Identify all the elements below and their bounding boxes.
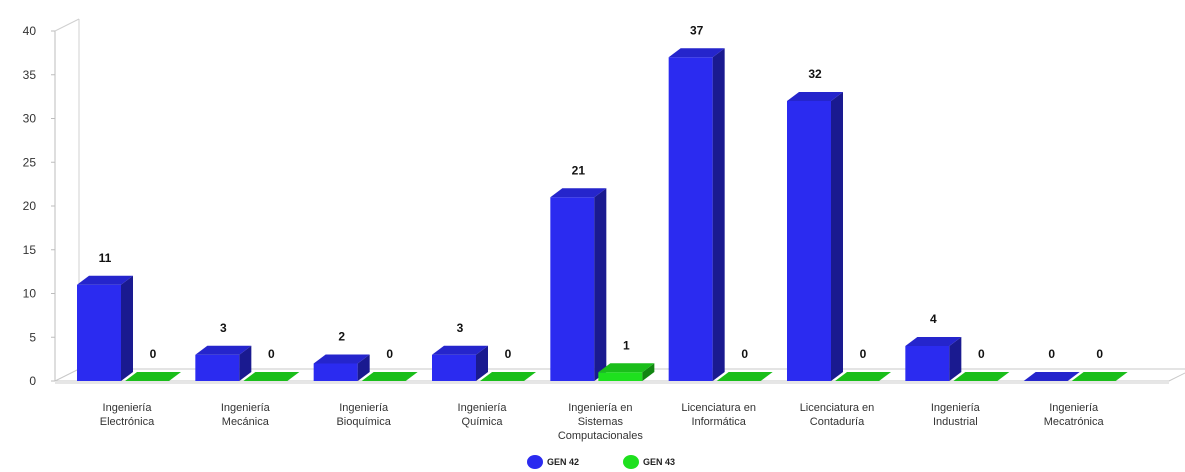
legend-marker [623, 455, 639, 469]
data-label: 32 [808, 67, 822, 81]
x-category-label-line: Ingeniería [221, 402, 271, 414]
y-tick-label: 30 [23, 112, 37, 126]
y-tick-label: 5 [29, 330, 36, 344]
bar-gen-42-front [77, 284, 121, 381]
bar-gen-43-top [598, 363, 655, 373]
x-category-label-line: Mecánica [222, 416, 270, 428]
data-label: 3 [457, 321, 464, 335]
bar-gen-42-top [550, 188, 607, 198]
bar-gen-43-top [953, 372, 1010, 381]
bar-gen-43-top [1071, 372, 1128, 381]
bar-gen-43-side [642, 363, 655, 381]
x-category-label-line: Industrial [933, 416, 978, 428]
bar-gen-43-top [125, 372, 181, 381]
x-category-label: Licenciatura en Contaduría [800, 402, 875, 428]
x-category-label-line: Ingeniería [1049, 402, 1099, 414]
data-label: 4 [930, 312, 937, 326]
y-tick-label: 15 [23, 243, 37, 257]
x-category-label: Ingeniería Química [458, 402, 508, 428]
legend-label: GEN 43 [643, 457, 675, 467]
bar-gen-43-top [243, 372, 300, 381]
y-tick-label: 35 [23, 68, 37, 82]
data-label: 37 [690, 23, 704, 37]
bar-gen-42-top [787, 92, 843, 101]
bar-gen-42-top [1023, 372, 1080, 381]
bar-gen-42-side [831, 92, 843, 381]
bar-gen-42-side [476, 345, 488, 381]
bar-gen-42-side [357, 354, 370, 381]
bar-gen-42-top [77, 275, 133, 285]
data-label: 0 [150, 347, 157, 361]
bar-gen-42-front [787, 101, 831, 381]
legend-marker [527, 455, 543, 469]
y-tick-label: 10 [23, 287, 37, 301]
x-category-label-line: Licenciatura en [800, 402, 875, 414]
x-category-label: Ingeniería Bioquímica [336, 402, 391, 428]
bar-gen-42-front [668, 57, 713, 381]
data-label: 2 [338, 330, 345, 344]
x-category-label-line: Informática [691, 416, 746, 428]
y-tick-label: 25 [23, 155, 37, 169]
y-tick-label: 40 [23, 24, 37, 38]
x-category-label: Ingeniería Mecánica [221, 402, 271, 428]
data-label: 0 [741, 347, 748, 361]
data-label: 0 [386, 347, 393, 361]
x-category-label-line: Ingeniería [931, 402, 981, 414]
x-category-label: Ingeniería en Sistemas Computacionales [558, 402, 643, 442]
chart-floor-edge [55, 381, 1169, 384]
bar-gen-42-side [949, 337, 962, 381]
bar-gen-42-top [905, 337, 962, 346]
bar-gen-42-front [195, 354, 240, 381]
data-label: 0 [505, 347, 512, 361]
data-label: 0 [268, 347, 275, 361]
x-category-label: Ingeniería Industrial [931, 402, 981, 428]
bar-gen-42-top [432, 345, 488, 355]
x-category-label-line: Sistemas [578, 416, 624, 428]
data-label: 0 [860, 347, 867, 361]
y-tick-label: 20 [23, 199, 37, 213]
y-axis-depth-line [54, 18, 80, 32]
x-category-label-line: Licenciatura en [681, 402, 756, 414]
x-category-label-line: Bioquímica [336, 416, 391, 428]
data-label: 11 [99, 251, 112, 265]
bar-gen-43-top [716, 372, 773, 381]
x-category-label-line: Ingeniería [103, 402, 153, 414]
x-category-label-line: Ingeniería en [568, 402, 632, 414]
bar-gen-42-side [121, 275, 133, 381]
legend-label: GEN 42 [547, 457, 579, 467]
bar-gen-42-side [594, 188, 607, 381]
bar-gen-43-top [835, 372, 891, 381]
x-category-label-line: Mecatrónica [1044, 416, 1105, 428]
bar-gen-42-top [668, 48, 725, 58]
bar-gen-43-top [361, 372, 418, 381]
x-category-label-line: Química [462, 416, 504, 428]
bar-gen-42-top [195, 345, 252, 355]
data-label: 0 [1096, 347, 1103, 361]
x-category-label: Licenciatura en Informática [681, 402, 756, 428]
bar-gen-42-front [432, 354, 476, 381]
x-category-label-line: Ingeniería [339, 402, 389, 414]
x-category-label-line: Contaduría [810, 416, 865, 428]
bar-gen-42-front [905, 346, 950, 381]
data-label: 21 [572, 163, 586, 177]
bar-gen-42-front [550, 197, 595, 381]
x-category-label-line: Electrónica [100, 416, 155, 428]
data-label: 0 [978, 347, 985, 361]
bar-gen-42-side [712, 48, 725, 381]
x-category-label-line: Ingeniería [458, 402, 508, 414]
data-label: 3 [220, 321, 227, 335]
x-category-label: Ingeniería Electrónica [100, 402, 155, 428]
bar-gen-42-front [313, 363, 358, 381]
x-category-label-line: Computacionales [558, 430, 643, 442]
data-label: 1 [623, 338, 630, 352]
x-category-label: Ingeniería Mecatrónica [1044, 402, 1105, 428]
bar-gen-42-side [239, 345, 252, 381]
bar-gen-43-front [598, 372, 643, 381]
y-tick-label: 0 [29, 374, 36, 388]
bar-gen-42-top [313, 354, 370, 364]
bar-gen-43-top [480, 372, 536, 381]
data-label: 0 [1048, 347, 1055, 361]
